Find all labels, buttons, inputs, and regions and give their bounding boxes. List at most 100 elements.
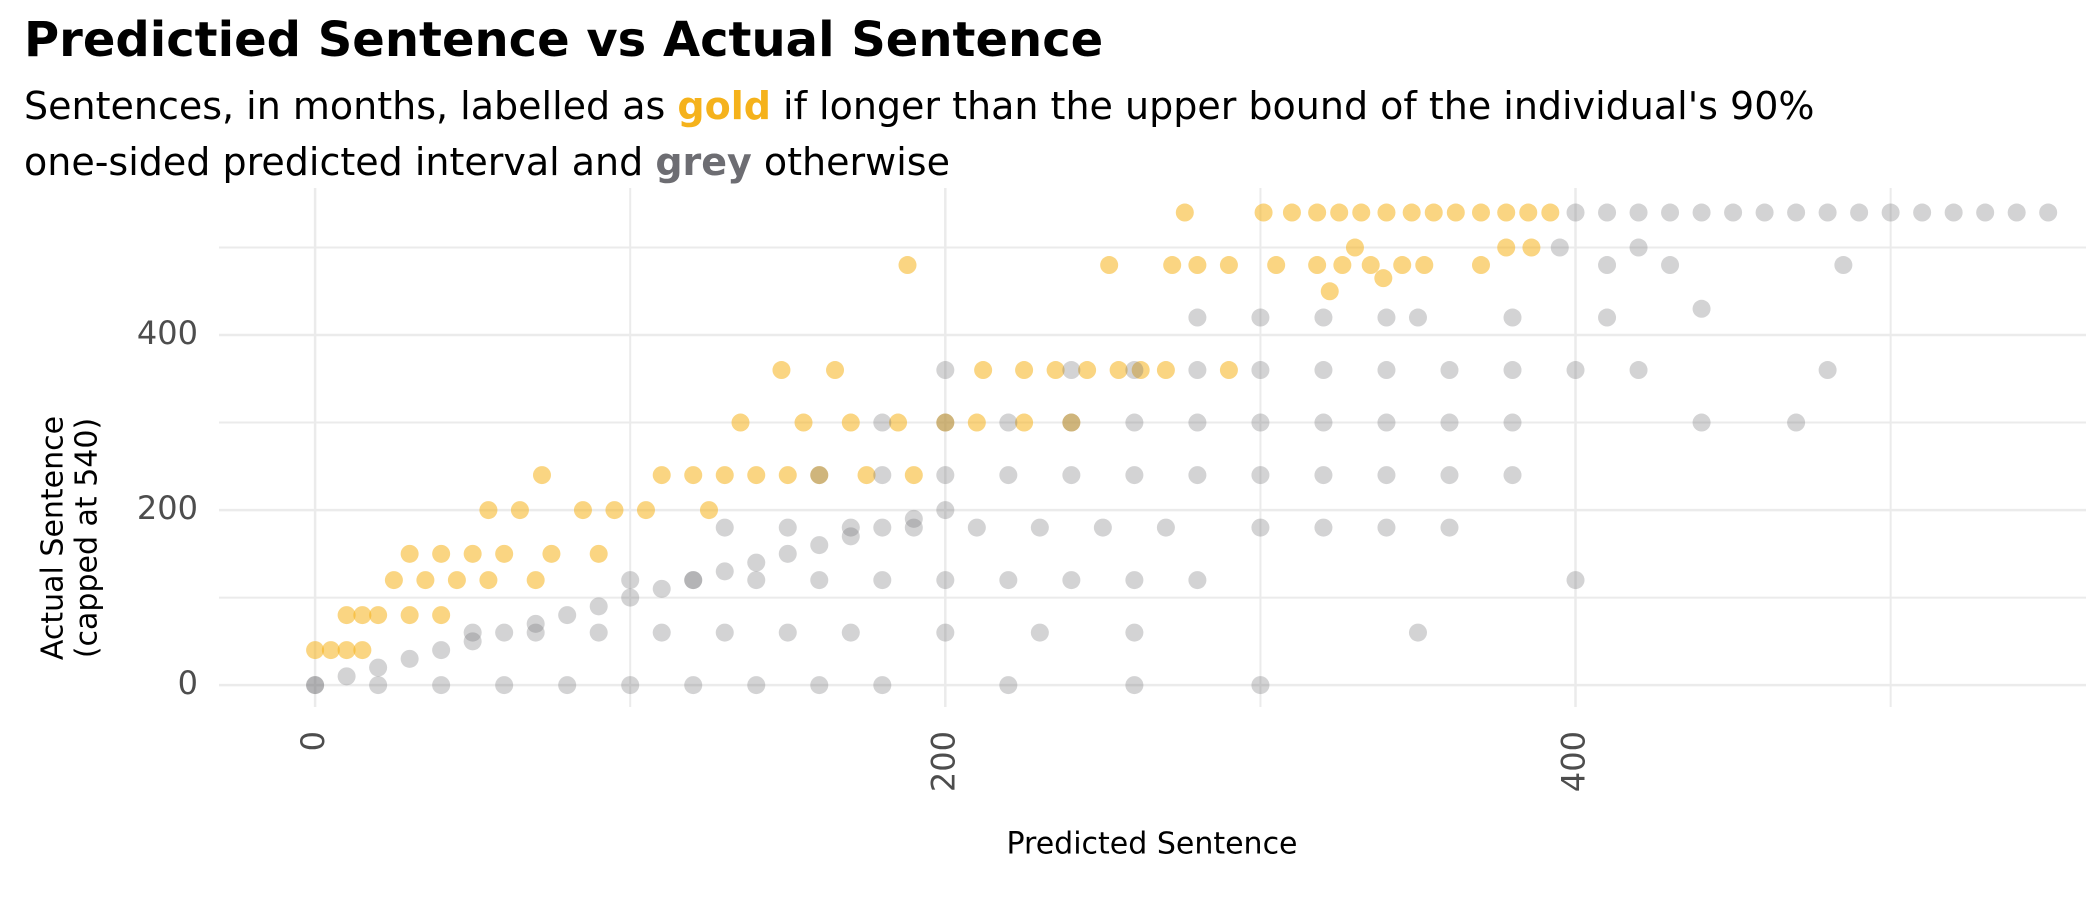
point [1251, 676, 1270, 695]
point [479, 571, 498, 590]
point [369, 676, 388, 695]
point [1156, 361, 1175, 380]
point [621, 571, 640, 590]
point [1598, 203, 1617, 222]
point [1046, 361, 1065, 380]
point [904, 466, 923, 485]
point [1109, 361, 1128, 380]
point [573, 501, 592, 520]
point [778, 518, 797, 537]
y-tick-label: 200 [137, 489, 198, 527]
point [936, 571, 955, 590]
point [1377, 466, 1396, 485]
point [1062, 361, 1081, 380]
point [1374, 269, 1393, 288]
point [936, 413, 955, 432]
point [2007, 203, 2026, 222]
point [936, 361, 955, 380]
point [1519, 203, 1538, 222]
point [1661, 203, 1680, 222]
point [778, 466, 797, 485]
point [400, 606, 419, 625]
point [1030, 623, 1049, 642]
point [1629, 203, 1648, 222]
point [1446, 203, 1465, 222]
point [1471, 203, 1490, 222]
point [1156, 518, 1175, 537]
point [1503, 466, 1522, 485]
point [1724, 203, 1743, 222]
point [1377, 413, 1396, 432]
subtitle-part: one-sided predicted interval and [24, 140, 655, 184]
point [321, 641, 340, 660]
point [1629, 361, 1648, 380]
point [1503, 361, 1522, 380]
point [1522, 238, 1541, 257]
point [1219, 361, 1238, 380]
y-tick-label: 400 [137, 314, 198, 352]
point [1566, 571, 1585, 590]
point [1598, 256, 1617, 275]
point [684, 466, 703, 485]
point [495, 676, 514, 695]
point [337, 641, 356, 660]
point [873, 676, 892, 695]
point [1408, 308, 1427, 327]
point [400, 544, 419, 563]
point [1188, 256, 1207, 275]
point [1251, 413, 1270, 432]
point [772, 361, 791, 380]
point [1834, 256, 1853, 275]
point [1913, 203, 1932, 222]
point [1503, 308, 1522, 327]
point [1818, 361, 1837, 380]
point [841, 413, 860, 432]
x-tick-label: 0 [294, 731, 332, 751]
point [1125, 571, 1144, 590]
point [904, 509, 923, 528]
point [715, 623, 734, 642]
point [999, 571, 1018, 590]
point [1163, 256, 1182, 275]
point [1030, 518, 1049, 537]
subtitle-part: if longer than the upper bound of the in… [771, 84, 1815, 128]
y-axis-label-line: Actual Sentence [36, 416, 71, 660]
point [715, 518, 734, 537]
point [873, 466, 892, 485]
point [526, 614, 545, 633]
point [1440, 466, 1459, 485]
point [999, 466, 1018, 485]
point [1188, 571, 1207, 590]
point [1314, 361, 1333, 380]
point [353, 606, 372, 625]
point [1308, 203, 1327, 222]
point [810, 676, 829, 695]
point [1333, 256, 1352, 275]
point [826, 361, 845, 380]
point [558, 676, 577, 695]
point [306, 676, 325, 695]
point [558, 606, 577, 625]
point [1471, 256, 1490, 275]
point [1393, 256, 1412, 275]
point [841, 623, 860, 642]
point [510, 501, 529, 520]
point [747, 676, 766, 695]
point [1188, 466, 1207, 485]
point [400, 649, 419, 668]
point [1125, 676, 1144, 695]
point [1352, 203, 1371, 222]
point [306, 641, 325, 660]
point [621, 676, 640, 695]
point [1015, 361, 1034, 380]
point [1125, 413, 1144, 432]
point [873, 571, 892, 590]
point [447, 571, 466, 590]
point [1850, 203, 1869, 222]
subtitle-part: otherwise [752, 140, 950, 184]
point [463, 544, 482, 563]
point [778, 544, 797, 563]
series [306, 203, 2058, 695]
x-axis-label: Predicted Sentence [1006, 827, 1297, 862]
subtitle-part: Sentences, in months, labelled as [24, 84, 677, 128]
